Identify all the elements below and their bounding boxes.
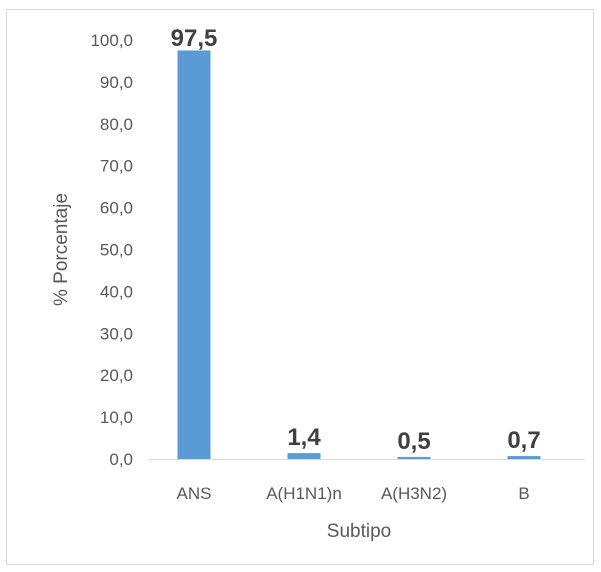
y-axis-ticks: 0,0 10,0 20,0 30,0 40,0 50,0 60,0 70,0 80,0 90,0 1… [90,31,133,469]
y-tick-label: 50,0 [100,241,133,260]
bar [177,50,211,459]
bars [177,50,541,459]
y-tick-label: 30,0 [100,324,133,343]
data-label: 97,5 [171,25,218,52]
x-tick-label: A(H3N2) [381,484,447,503]
bar [507,456,541,459]
y-tick-label: 20,0 [100,366,133,385]
y-tick-label: 60,0 [100,199,133,218]
y-tick-label: 40,0 [100,282,133,301]
x-tick-label: B [518,484,529,503]
data-label: 0,5 [397,428,430,455]
y-tick-label: 0,0 [109,450,133,469]
y-tick-label: 10,0 [100,408,133,427]
y-axis-title: % Porcentaje [51,193,72,306]
y-tick-label: 80,0 [100,115,133,134]
y-tick-label: 100,0 [90,31,133,50]
data-label: 1,4 [287,424,321,451]
x-tick-label: ANS [177,484,212,503]
x-tick-label: A(H1N1)n [266,484,342,503]
y-tick-label: 70,0 [100,157,133,176]
y-tick-label: 90,0 [100,73,133,92]
bar [287,453,321,459]
data-label: 0,7 [507,427,540,454]
bar [397,456,431,459]
data-labels: 97,5 1,4 0,5 0,7 [171,25,541,455]
chart-frame [6,9,594,565]
x-axis-title: Subtipo [327,521,391,542]
x-axis-ticks: ANS A(H1N1)n A(H3N2) B [177,484,530,503]
